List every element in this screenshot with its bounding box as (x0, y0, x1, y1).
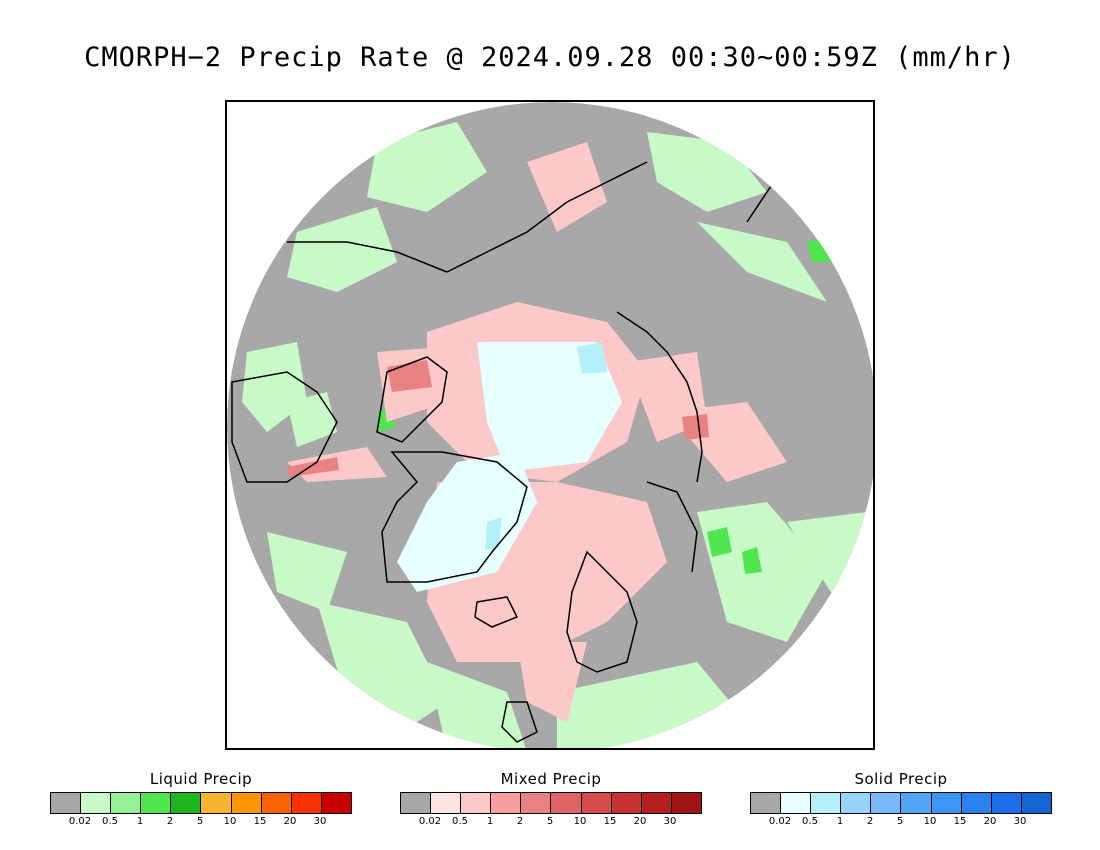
color-swatch (401, 793, 432, 813)
legend-title: Solid Precip (854, 770, 948, 788)
scandinavia-coast (566, 550, 638, 673)
tick-label: 20 (283, 816, 297, 827)
alaska-coast (287, 241, 448, 273)
legend-title: Mixed Precip (500, 770, 602, 788)
greenland-coastline (381, 451, 528, 583)
color-swatch (961, 793, 992, 813)
precip-field (227, 102, 873, 748)
tick-labels: 0.02 0.5 1 2 5 10 15 20 30 (400, 814, 702, 830)
color-swatch (611, 793, 642, 813)
tick-label: 1 (836, 816, 844, 827)
color-swatch (51, 793, 82, 813)
tick-label: 5 (196, 816, 204, 827)
color-swatch (901, 793, 932, 813)
british-isles-coast (501, 701, 538, 743)
tick-label: 1 (486, 816, 494, 827)
tick-label: 0.5 (802, 816, 818, 827)
tick-label: 5 (896, 816, 904, 827)
tick-labels: 0.02 0.5 1 2 5 10 15 20 30 (50, 814, 352, 830)
tick-label: 10 (573, 816, 587, 827)
tick-label: 0.02 (68, 816, 92, 827)
siberia-coast-north (616, 311, 703, 483)
polar-stereographic-plot (227, 102, 873, 748)
color-swatch (171, 793, 202, 813)
color-swatch (671, 793, 701, 813)
siberia-coast-east (446, 161, 648, 273)
tick-label: 2 (866, 816, 874, 827)
iceland-coast (474, 596, 519, 628)
color-swatch (461, 793, 492, 813)
novaya-zemlya-coast (646, 481, 698, 573)
tick-label: 20 (983, 816, 997, 827)
tick-label: 30 (1013, 816, 1027, 827)
color-swatch (751, 793, 782, 813)
legend-liquid-precip: Liquid Precip 0.02 0.5 1 2 5 10 15 20 30 (50, 770, 352, 830)
color-swatch (581, 793, 612, 813)
solid-precip-moderate (485, 342, 607, 550)
color-bar (400, 792, 702, 814)
legend-mixed-precip: Mixed Precip 0.02 0.5 1 2 5 10 15 20 30 (400, 770, 702, 830)
tick-label: 5 (546, 816, 554, 827)
color-swatch (231, 793, 262, 813)
tick-label: 1 (136, 816, 144, 827)
tick-label: 15 (253, 816, 267, 827)
tick-label: 30 (313, 816, 327, 827)
tick-label: 2 (166, 816, 174, 827)
color-swatch (991, 793, 1022, 813)
tick-label: 2 (516, 816, 524, 827)
map-title: CMORPH−2 Precip Rate @ 2024.09.28 00:30~… (84, 42, 1016, 73)
color-swatch (781, 793, 812, 813)
color-swatch (111, 793, 142, 813)
color-swatch (551, 793, 582, 813)
canadian-archipelago-coast (376, 356, 448, 443)
color-swatch (81, 793, 112, 813)
color-swatch (931, 793, 962, 813)
tick-label: 0.5 (102, 816, 118, 827)
tick-label: 10 (923, 816, 937, 827)
tick-label: 0.02 (418, 816, 442, 827)
tick-label: 15 (953, 816, 967, 827)
legend-title: Liquid Precip (149, 770, 253, 788)
coastlines (231, 141, 818, 743)
color-swatch (491, 793, 522, 813)
color-swatch (141, 793, 172, 813)
tick-label: 0.5 (452, 816, 468, 827)
hudson-bay-coast (231, 371, 338, 483)
color-swatch (431, 793, 462, 813)
color-swatch (521, 793, 552, 813)
color-swatch (261, 793, 292, 813)
color-swatch (841, 793, 872, 813)
color-swatch (291, 793, 322, 813)
polar-precip-map (225, 100, 875, 750)
color-bar (50, 792, 352, 814)
color-swatch (1021, 793, 1051, 813)
tick-label: 0.02 (768, 816, 792, 827)
color-swatch (201, 793, 232, 813)
tick-label: 30 (663, 816, 677, 827)
color-swatch (871, 793, 902, 813)
color-swatch (811, 793, 842, 813)
color-swatch (641, 793, 672, 813)
tick-labels: 0.02 0.5 1 2 5 10 15 20 30 (750, 814, 1052, 830)
color-swatch (321, 793, 351, 813)
legend-solid-precip: Solid Precip 0.02 0.5 1 2 5 10 15 20 30 (750, 770, 1052, 830)
color-bar (750, 792, 1052, 814)
solid-precip-areas (397, 342, 622, 592)
tick-label: 10 (223, 816, 237, 827)
tick-label: 20 (633, 816, 647, 827)
tick-label: 15 (603, 816, 617, 827)
